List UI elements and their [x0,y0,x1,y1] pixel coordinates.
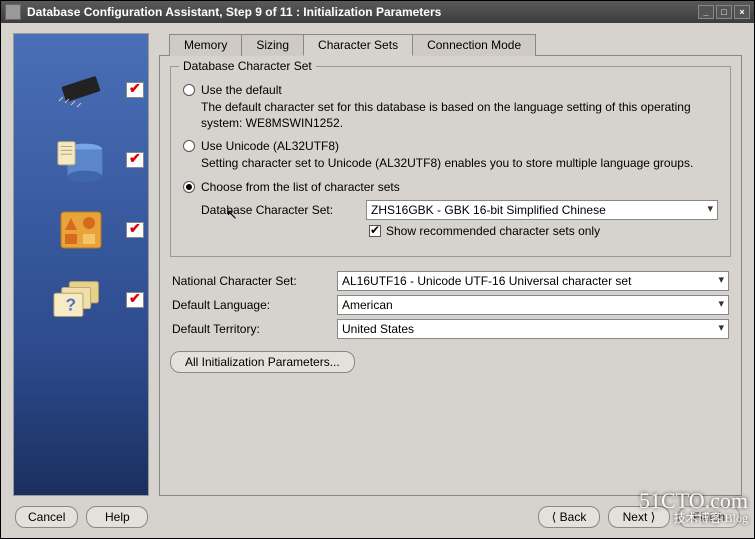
wizard-footer: Cancel Help Back Next Finish [13,496,742,530]
maximize-button[interactable]: □ [716,5,732,19]
sidebar-step-1 [14,64,148,116]
app-window: Database Configuration Assistant, Step 9… [0,0,755,539]
back-button[interactable]: Back [538,506,600,528]
dropdown-value: ZHS16GBK - GBK 16-bit Simplified Chinese [371,203,606,217]
sidebar-step-2 [14,134,148,186]
tab-sizing[interactable]: Sizing [241,34,304,56]
radio-label: Use the default [201,83,282,97]
dropdown-value: AL16UTF16 - Unicode UTF-16 Universal cha… [342,274,631,288]
radio-icon [183,181,195,193]
all-init-params-button[interactable]: All Initialization Parameters... [170,351,355,373]
default-territory-field: Default Territory: United States [172,319,729,339]
tab-bar: Memory Sizing Character Sets Connection … [169,33,742,55]
terr-label: Default Territory: [172,322,337,336]
wizard-sidebar: ? [13,33,149,496]
show-recommended-row[interactable]: Show recommended character sets only [369,224,718,238]
radio-label: Choose from the list of character sets [201,180,400,194]
ncs-label: National Character Set: [172,274,337,288]
radio-icon [183,140,195,152]
tab-character-sets[interactable]: Character Sets [303,34,413,56]
body-area: ? Memory Sizing Character Sets Connectio… [1,23,754,538]
close-button[interactable]: × [734,5,750,19]
opt2-description: Setting character set to Unicode (AL32UT… [201,155,718,171]
db-charset-group: Database Character Set Use the default T… [170,66,731,257]
radio-choose-list[interactable]: Choose from the list of character sets [183,180,718,194]
lang-label: Default Language: [172,298,337,312]
sidebar-step-4: ? [14,274,148,326]
folders-help-icon: ? [52,274,110,326]
db-charset-label: Database Character Set: [201,203,366,217]
step-complete-check-icon [126,222,144,238]
app-icon [5,4,21,20]
content-column: Memory Sizing Character Sets Connection … [159,33,742,496]
radio-use-default[interactable]: Use the default [183,83,718,97]
chip-icon [52,64,110,116]
help-button[interactable]: Help [86,506,148,528]
minimize-button[interactable]: _ [698,5,714,19]
documents-db-icon [52,134,110,186]
step-complete-check-icon [126,152,144,168]
dropdown-value: American [342,298,393,312]
show-recommended-label: Show recommended character sets only [386,224,600,238]
checkbox-icon [369,225,381,237]
svg-text:?: ? [66,295,77,315]
finish-button[interactable]: Finish [678,506,740,528]
default-language-field: Default Language: American [172,295,729,315]
terr-dropdown[interactable]: United States [337,319,729,339]
opt1-description: The default character set for this datab… [201,99,718,131]
radio-label: Use Unicode (AL32UTF8) [201,139,339,153]
lang-dropdown[interactable]: American [337,295,729,315]
next-button[interactable]: Next [608,506,670,528]
step-complete-check-icon [126,292,144,308]
sidebar-step-3 [14,204,148,256]
radio-use-unicode[interactable]: Use Unicode (AL32UTF8) [183,139,718,153]
radio-icon [183,84,195,96]
tab-memory[interactable]: Memory [169,34,242,56]
national-charset-field: National Character Set: AL16UTF16 - Unic… [172,271,729,291]
titlebar: Database Configuration Assistant, Step 9… [1,1,754,23]
lower-fields: National Character Set: AL16UTF16 - Unic… [170,267,731,343]
ncs-dropdown[interactable]: AL16UTF16 - Unicode UTF-16 Universal cha… [337,271,729,291]
db-charset-dropdown[interactable]: ZHS16GBK - GBK 16-bit Simplified Chinese [366,200,718,220]
all-params-row: All Initialization Parameters... [170,351,731,373]
main-row: ? Memory Sizing Character Sets Connectio… [13,33,742,496]
tab-panel: Database Character Set Use the default T… [159,55,742,496]
shapes-icon [52,204,110,256]
db-charset-field: Database Character Set: ZHS16GBK - GBK 1… [201,200,718,220]
tab-connection-mode[interactable]: Connection Mode [412,34,536,56]
step-complete-check-icon [126,82,144,98]
dropdown-value: United States [342,322,414,336]
window-title: Database Configuration Assistant, Step 9… [27,5,696,19]
group-title: Database Character Set [179,59,316,73]
cancel-button[interactable]: Cancel [15,506,78,528]
